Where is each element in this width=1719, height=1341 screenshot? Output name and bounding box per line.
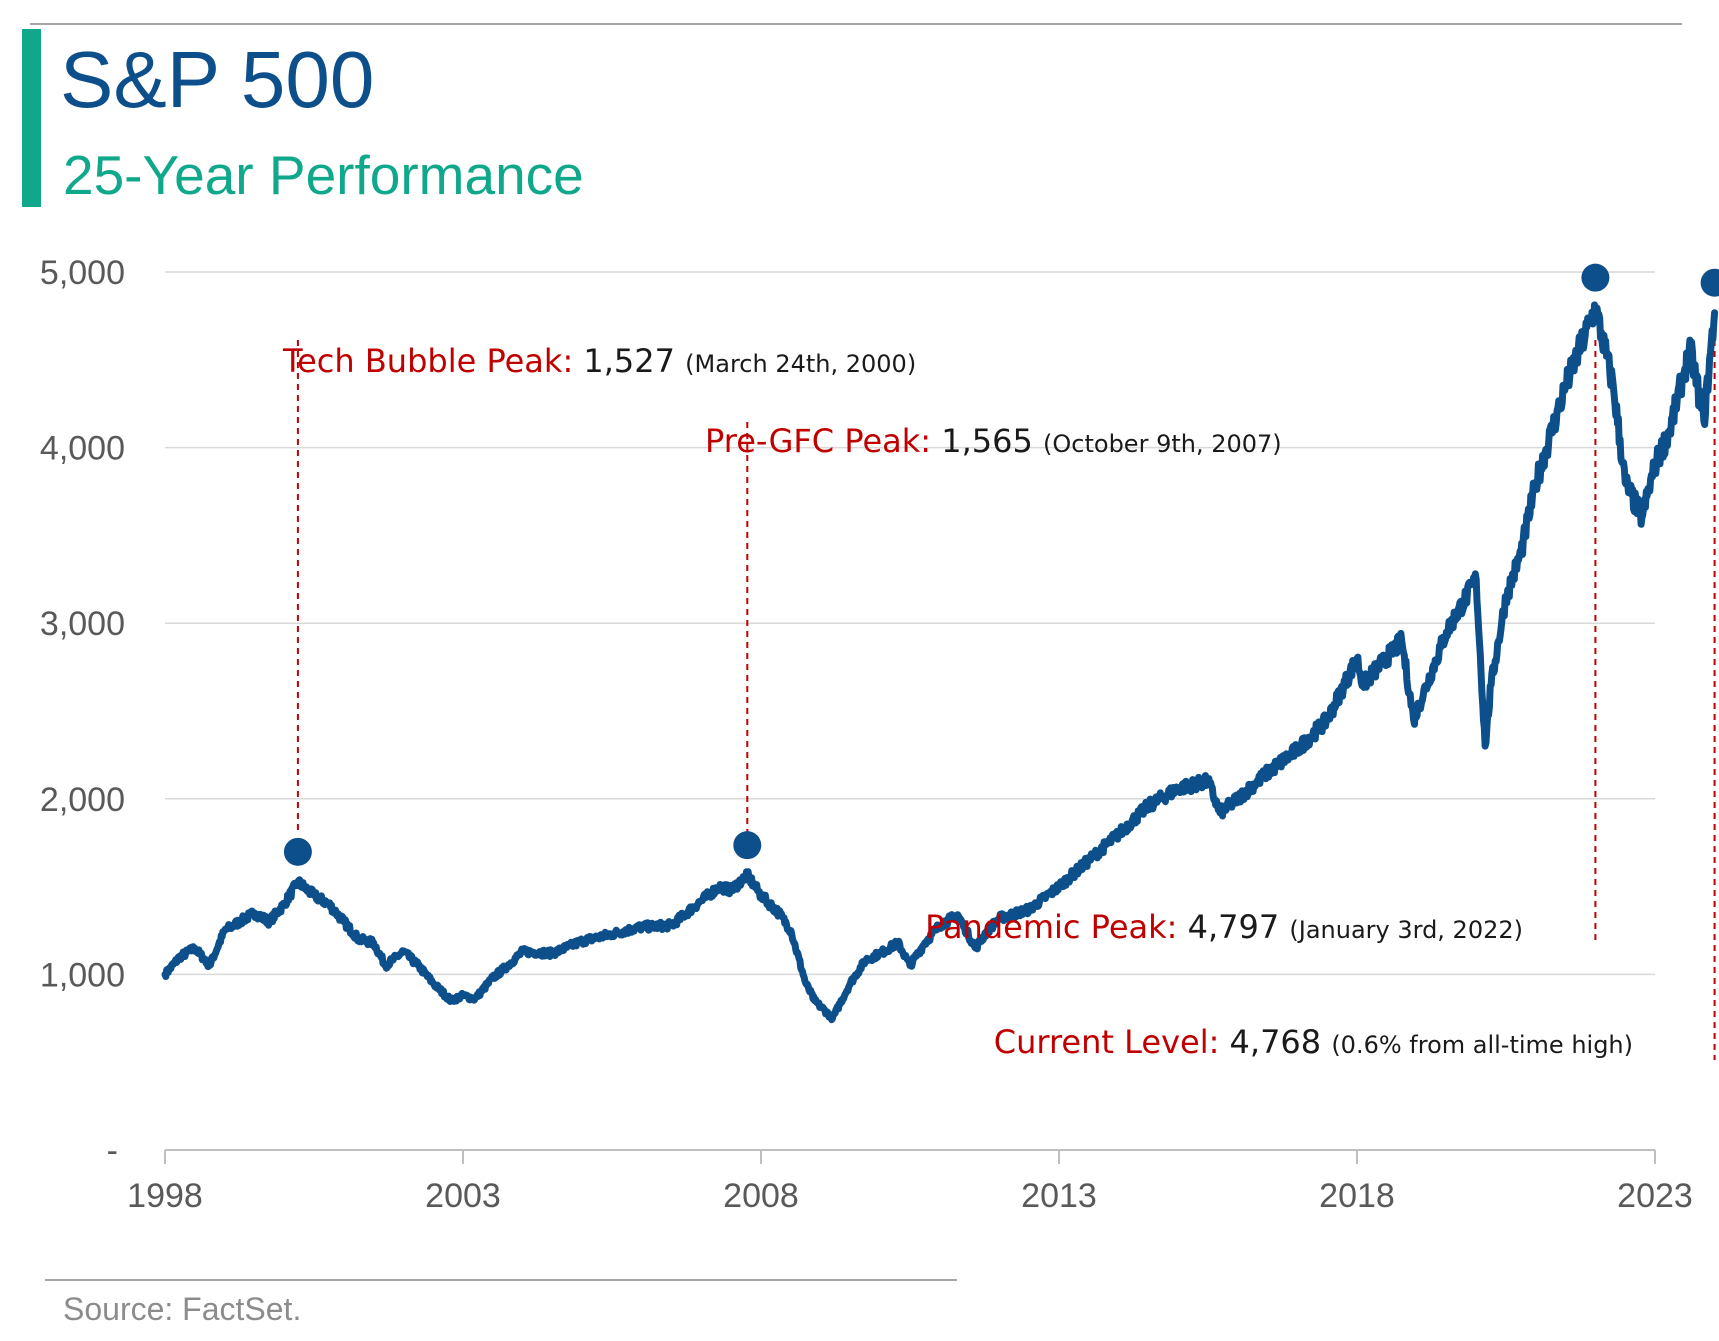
annotation-note: (0.6% from all-time high) bbox=[1331, 1031, 1633, 1059]
series-line bbox=[161, 301, 1719, 1024]
annotation-value: 1,565 bbox=[941, 422, 1043, 460]
peak-marker bbox=[1581, 263, 1610, 292]
x-axis-ticks: 1998 2003 2008 2013 2018 2023 bbox=[127, 1150, 1693, 1215]
peak-markers bbox=[283, 263, 1719, 866]
annotation-label: Pre-GFC Peak: bbox=[705, 422, 941, 460]
annotation-note: (January 3rd, 2022) bbox=[1289, 916, 1523, 944]
source-divider bbox=[45, 1279, 957, 1281]
x-tick-label: 2018 bbox=[1319, 1177, 1395, 1215]
annotation-label: Tech Bubble Peak: bbox=[282, 342, 583, 380]
annotation-label: Pandemic Peak: bbox=[925, 908, 1188, 946]
y-axis-ticks: - 1,000 2,000 3,000 4,000 5,000 bbox=[40, 254, 125, 1170]
gridlines bbox=[165, 271, 1655, 976]
annotation-text: Tech Bubble Peak: 1,527 (March 24th, 200… bbox=[282, 342, 916, 380]
annotation-text: Pandemic Peak: 4,797 (January 3rd, 2022) bbox=[925, 908, 1523, 946]
title-accent-bar bbox=[22, 29, 41, 207]
annotation-label: Current Level: bbox=[994, 1023, 1230, 1061]
top-divider bbox=[30, 23, 1682, 25]
y-tick-label: 3,000 bbox=[40, 605, 125, 643]
peak-marker bbox=[1700, 268, 1719, 297]
annotation-text: Current Level: 4,768 (0.6% from all-time… bbox=[994, 1023, 1633, 1061]
x-tick-label: 2013 bbox=[1021, 1177, 1097, 1215]
y-tick-label: 4,000 bbox=[40, 430, 125, 468]
annotation-text: Pre-GFC Peak: 1,565 (October 9th, 2007) bbox=[705, 422, 1282, 460]
x-tick-label: 2008 bbox=[723, 1177, 799, 1215]
annotation-value: 4,768 bbox=[1230, 1023, 1332, 1061]
x-tick-label: 2023 bbox=[1617, 1177, 1693, 1215]
chart-subtitle: 25-Year Performance bbox=[63, 144, 584, 206]
annotation-value: 4,797 bbox=[1188, 908, 1290, 946]
annotation-value: 1,527 bbox=[583, 342, 685, 380]
source-note: Source: FactSet. bbox=[63, 1291, 302, 1327]
annotation-lines bbox=[296, 340, 1716, 1060]
y-tick-label: - bbox=[107, 1132, 118, 1170]
peak-marker bbox=[283, 837, 312, 866]
annotation-labels: Tech Bubble Peak: 1,527 (March 24th, 200… bbox=[282, 342, 1633, 1061]
y-tick-label: 5,000 bbox=[40, 254, 125, 292]
y-tick-label: 2,000 bbox=[40, 781, 125, 819]
series-line-path bbox=[161, 301, 1719, 1024]
peak-marker bbox=[733, 831, 762, 860]
x-tick-label: 2003 bbox=[425, 1177, 501, 1215]
annotation-note: (March 24th, 2000) bbox=[685, 350, 916, 378]
y-tick-label: 1,000 bbox=[40, 956, 125, 994]
x-tick-label: 1998 bbox=[127, 1177, 203, 1215]
chart-title: S&P 500 bbox=[60, 35, 375, 124]
annotation-note: (October 9th, 2007) bbox=[1043, 430, 1282, 458]
